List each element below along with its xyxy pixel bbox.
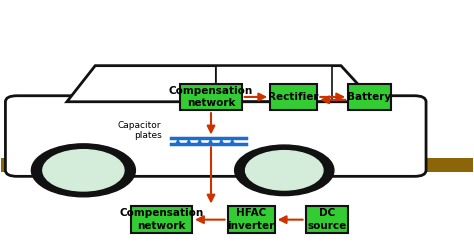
Circle shape: [246, 151, 323, 190]
Bar: [348, 84, 391, 110]
Bar: [228, 206, 275, 233]
Circle shape: [31, 144, 136, 197]
Bar: [180, 84, 242, 110]
Text: Rectifier: Rectifier: [268, 92, 319, 102]
Bar: [131, 206, 192, 233]
Text: Battery: Battery: [347, 92, 392, 102]
Circle shape: [43, 150, 124, 191]
Bar: [270, 84, 318, 110]
Text: Compensation
network: Compensation network: [119, 208, 203, 231]
Polygon shape: [67, 66, 374, 102]
Text: Capacitor
plates: Capacitor plates: [118, 121, 161, 140]
Circle shape: [235, 145, 334, 196]
Bar: [216, 66, 331, 101]
Text: DC
source: DC source: [307, 208, 346, 231]
Text: Compensation
network: Compensation network: [169, 86, 253, 108]
Bar: [306, 206, 348, 233]
Text: HFAC
inverter: HFAC inverter: [228, 208, 275, 231]
FancyBboxPatch shape: [5, 96, 426, 176]
Bar: [0, 158, 474, 172]
